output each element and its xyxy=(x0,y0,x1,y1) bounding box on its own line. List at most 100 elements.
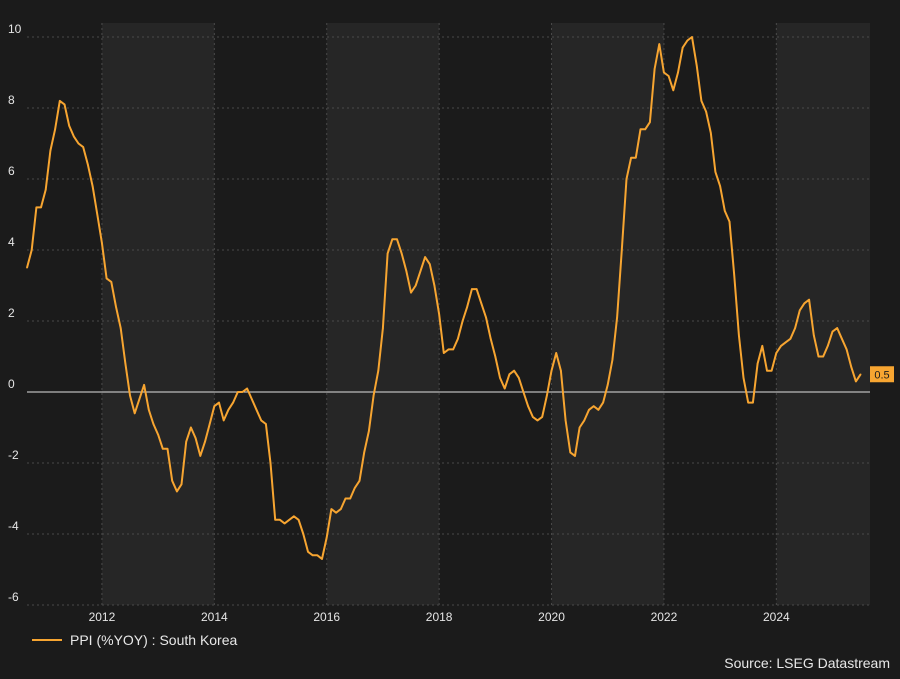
y-tick-label: 10 xyxy=(8,22,22,36)
data-point xyxy=(831,330,834,333)
data-point xyxy=(204,440,206,443)
data-point xyxy=(274,519,277,521)
data-point xyxy=(147,408,150,411)
legend-label: PPI (%YOY) : South Korea xyxy=(70,632,238,648)
data-point xyxy=(40,206,42,209)
data-point xyxy=(316,554,319,557)
data-point xyxy=(190,426,192,429)
data-point xyxy=(527,405,529,408)
data-point xyxy=(321,558,323,560)
data-point xyxy=(30,249,33,251)
data-point xyxy=(283,522,286,525)
data-point xyxy=(119,327,122,329)
data-point xyxy=(719,185,721,187)
data-point xyxy=(541,416,543,418)
data-point xyxy=(686,39,689,42)
data-point xyxy=(335,511,337,514)
data-point xyxy=(635,156,637,159)
data-point xyxy=(616,316,618,319)
data-point xyxy=(845,348,848,351)
data-point xyxy=(672,89,675,92)
data-point xyxy=(208,423,211,425)
data-point xyxy=(630,156,632,159)
data-point xyxy=(110,281,113,283)
data-point xyxy=(279,519,281,521)
data-point xyxy=(433,284,436,287)
data-point xyxy=(138,398,141,400)
data-point xyxy=(817,355,820,358)
data-point xyxy=(705,110,707,113)
data-point xyxy=(611,359,614,361)
data-point xyxy=(480,302,483,305)
data-point xyxy=(330,508,333,510)
x-tick-label: 2024 xyxy=(763,610,790,624)
data-point xyxy=(766,369,768,372)
data-point xyxy=(738,334,740,337)
data-point xyxy=(808,298,810,301)
data-point xyxy=(742,377,745,379)
data-point xyxy=(733,274,735,276)
data-point xyxy=(251,398,253,400)
data-point xyxy=(560,369,562,372)
data-point xyxy=(419,270,422,273)
data-point xyxy=(517,377,520,379)
data-point xyxy=(475,288,478,290)
data-point xyxy=(124,362,127,365)
data-point xyxy=(26,266,28,269)
data-point xyxy=(606,384,609,386)
data-point xyxy=(625,178,628,180)
data-point xyxy=(288,519,291,521)
data-point xyxy=(850,366,853,368)
data-point xyxy=(724,210,726,212)
data-point xyxy=(485,316,487,319)
data-point xyxy=(344,497,347,500)
data-point xyxy=(54,128,56,131)
data-point xyxy=(35,206,38,209)
y-tick-label: 0 xyxy=(8,377,15,391)
data-point xyxy=(199,455,202,457)
y-axis: -6 -4 -2 0 2 4 6 8 10 xyxy=(8,22,22,604)
data-point xyxy=(363,451,366,454)
data-point xyxy=(592,405,595,408)
data-point xyxy=(152,423,155,425)
x-tick-label: 2022 xyxy=(651,610,678,624)
data-point xyxy=(391,238,394,241)
data-point xyxy=(499,377,501,379)
data-point xyxy=(457,337,459,340)
data-point xyxy=(96,213,99,216)
data-point xyxy=(105,277,108,280)
data-point xyxy=(82,146,84,148)
year-band xyxy=(551,23,664,605)
data-point xyxy=(489,337,492,340)
data-point xyxy=(180,483,183,486)
data-point xyxy=(770,369,773,372)
data-point xyxy=(157,433,159,436)
data-point xyxy=(550,369,553,372)
x-axis: 2012 2014 2016 2018 2020 2022 2024 xyxy=(89,610,790,624)
last-value-tag xyxy=(870,366,894,383)
data-point xyxy=(494,355,497,358)
data-point xyxy=(522,391,525,393)
data-point xyxy=(681,46,684,49)
data-point xyxy=(400,252,403,255)
y-tick-label: 8 xyxy=(8,93,15,107)
data-point xyxy=(653,68,656,70)
data-point xyxy=(663,71,665,74)
data-point xyxy=(836,327,839,329)
series-group xyxy=(26,36,862,560)
x-tick-label: 2018 xyxy=(426,610,453,624)
data-point xyxy=(213,405,216,408)
data-point xyxy=(789,337,792,340)
x-tick-label: 2016 xyxy=(313,610,340,624)
data-point xyxy=(658,43,661,45)
last-value-label: 0.5 xyxy=(874,369,889,381)
data-point xyxy=(311,554,314,557)
data-point xyxy=(129,394,131,397)
data-point xyxy=(644,128,646,131)
data-point xyxy=(222,419,225,422)
data-point xyxy=(185,440,188,443)
data-point xyxy=(508,373,511,376)
data-point xyxy=(775,352,778,354)
